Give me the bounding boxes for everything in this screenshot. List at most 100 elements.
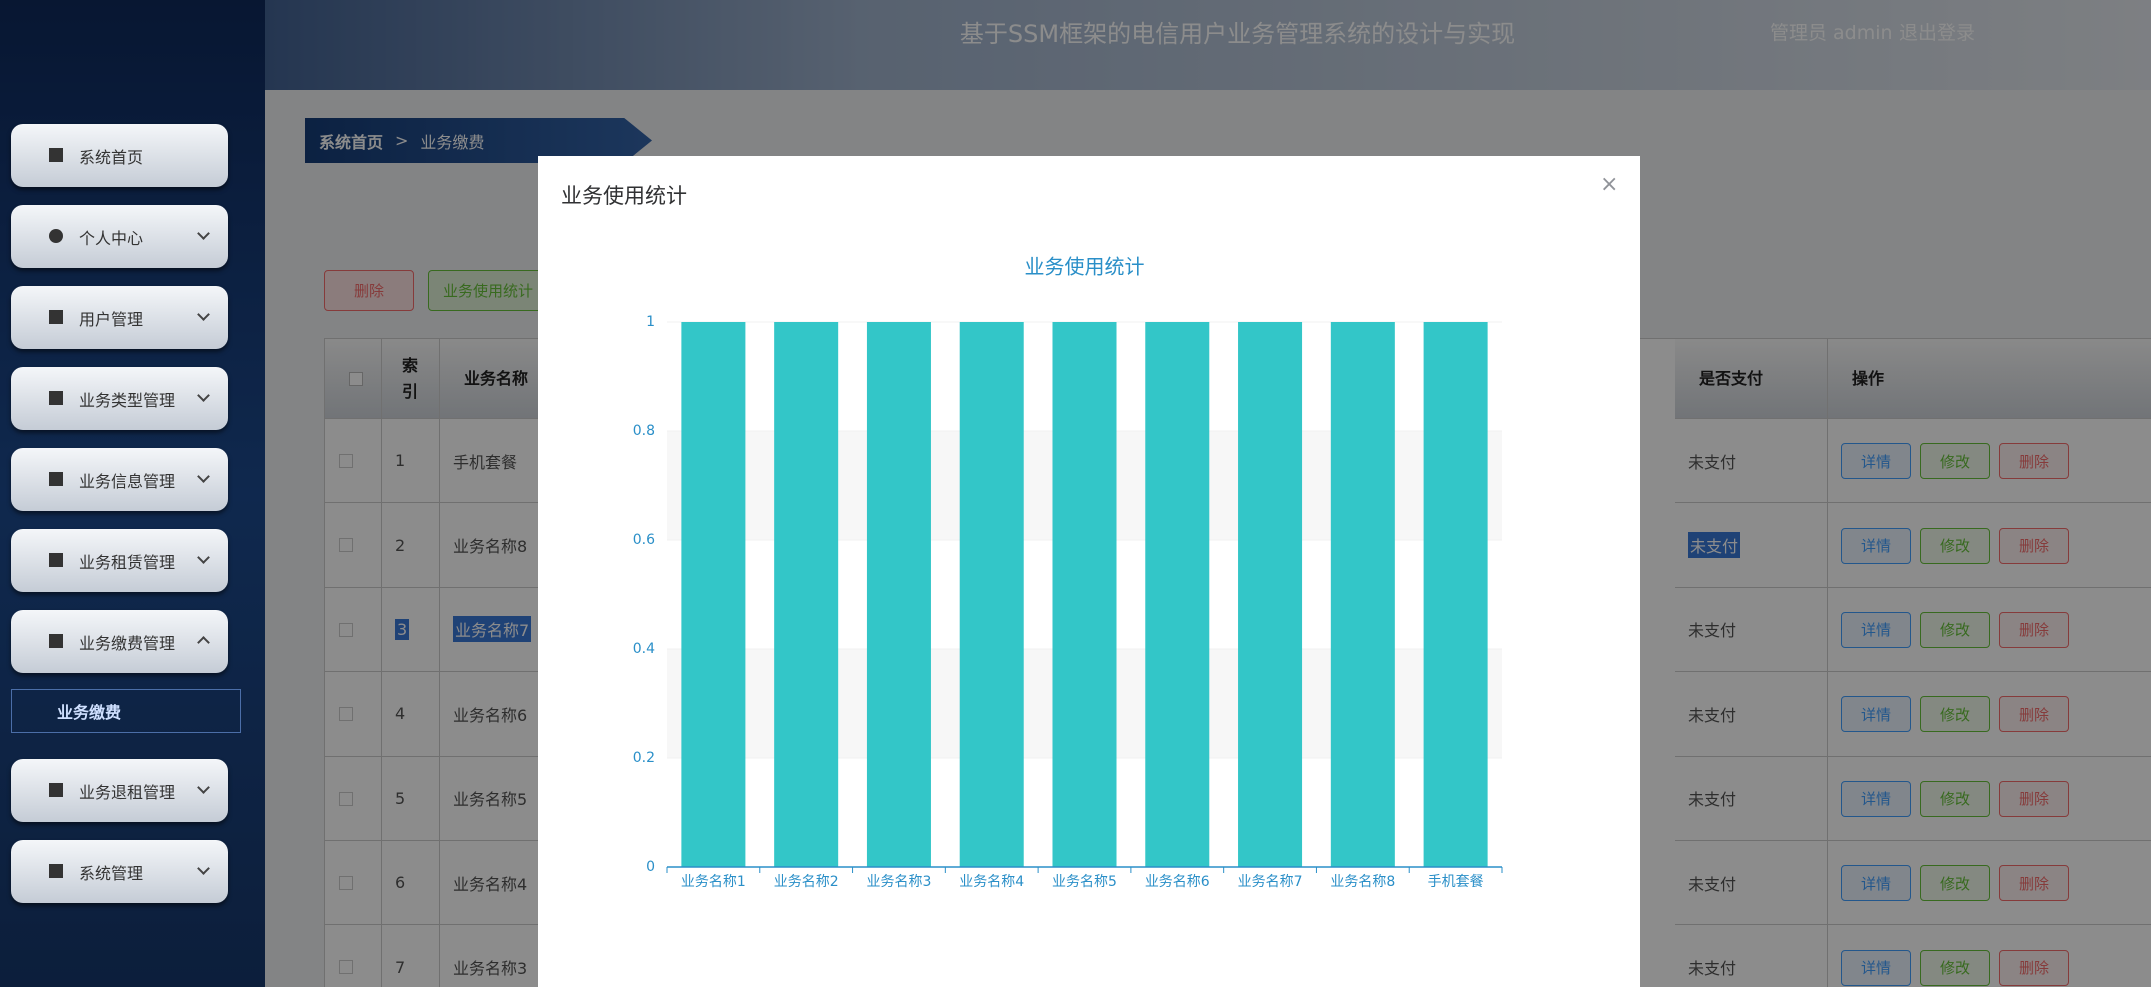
table-cell [325, 841, 382, 926]
checkbox[interactable] [339, 876, 353, 890]
chart-title: 业务使用统计 [1025, 255, 1145, 279]
row-action-button[interactable]: 详情 [1841, 865, 1911, 902]
table-cell: 7 [382, 925, 440, 987]
row-action-button[interactable]: 删除 [1999, 696, 2069, 733]
row-action-button[interactable]: 修改 [1920, 443, 1990, 480]
row-action-button[interactable]: 修改 [1920, 949, 1990, 986]
checkbox[interactable] [339, 707, 353, 722]
menu-arrow [197, 227, 210, 240]
row-action-button[interactable]: 删除 [1999, 443, 2069, 480]
header-cell: 操作 [1828, 339, 2151, 419]
row-action-button[interactable]: 删除 [1999, 527, 2069, 564]
header-bar [0, 0, 2151, 90]
table-cell: 详情 修改 删除 [1828, 841, 2151, 926]
table-cell: 详情 修改 删除 [1828, 925, 2151, 987]
cell-text: 4 [395, 704, 406, 724]
x-tick-label: 业务名称1 [681, 874, 746, 890]
y-tick-label: 0 [646, 859, 655, 875]
delete-button[interactable]: 删除 [324, 270, 414, 311]
table-cell: 5 [382, 756, 440, 841]
table-cell [325, 419, 382, 504]
user-name: 管理员 admin [1770, 22, 1893, 44]
row-action-button[interactable]: 详情 [1841, 443, 1911, 480]
table-cell: 2 [382, 503, 440, 588]
menu-item[interactable]: 业务信息管理 [11, 448, 228, 511]
checkbox[interactable] [339, 960, 353, 975]
cell-text: 业务名称6 [453, 705, 528, 725]
table-cell: 详情 修改 删除 [1828, 757, 2151, 841]
header-cell: 索引 [382, 339, 440, 419]
menu-item[interactable]: 业务缴费管理 [11, 610, 228, 673]
checkbox[interactable] [349, 372, 363, 386]
table-cell: 未支付 [1675, 419, 1828, 504]
chart: 业务使用统计 0 0.2 0.4 0.6 0.8 1 业务名称1 业务名称2 业务名称3 业务名称4… [633, 255, 1503, 890]
cell-text: 业务名称4 [453, 874, 528, 894]
cell-text: 业务名称3 [453, 959, 528, 979]
table-cell: 详情 修改 删除 [1828, 588, 2151, 673]
menu-icon [49, 229, 63, 243]
checkbox[interactable] [339, 538, 353, 553]
app-title: 基于SSM框架的电信用户业务管理系统的设计与实现 [959, 20, 1516, 48]
row-action-button[interactable]: 修改 [1920, 527, 1990, 564]
menu-arrow [197, 862, 210, 875]
cell-text: 未支付 [1688, 705, 1737, 725]
menu-arrow [197, 308, 210, 321]
menu-icon [49, 391, 63, 405]
menu-item[interactable]: 用户管理 [11, 286, 228, 349]
x-tick-label: 业务名称7 [1238, 874, 1303, 890]
row-action-button[interactable]: 删除 [1999, 611, 2069, 648]
table-cell [325, 672, 382, 757]
checkbox[interactable] [339, 622, 353, 637]
table-cell [325, 756, 382, 841]
checkbox[interactable] [339, 791, 353, 806]
table-cell: 未支付 [1675, 503, 1828, 588]
menu-item[interactable]: 业务退租管理 [11, 759, 228, 822]
table-cell: 未支付 [1675, 672, 1828, 757]
menu-arrow [197, 551, 210, 564]
menu-item[interactable]: 系统管理 [11, 840, 228, 903]
logout-link[interactable]: 退出登录 [1899, 22, 1976, 44]
y-tick-label: 0.2 [633, 750, 655, 766]
cell-text: 5 [395, 788, 406, 808]
row-action-button[interactable]: 详情 [1841, 611, 1911, 648]
menu-item[interactable]: 业务类型管理 [11, 367, 228, 430]
menu-item[interactable]: 系统首页 [11, 124, 228, 187]
bar [1052, 322, 1117, 867]
cell-text: 未支付 [1688, 532, 1741, 559]
x-tick-label: 业务名称3 [866, 874, 931, 890]
row-action-button[interactable]: 详情 [1841, 696, 1911, 733]
table-cell: 1 [382, 419, 440, 504]
row-action-button[interactable]: 删除 [1999, 780, 2069, 817]
menu-icon [49, 783, 63, 797]
bar [774, 322, 839, 867]
table-cell: 6 [382, 841, 440, 926]
row-action-button[interactable]: 修改 [1920, 780, 1990, 817]
menu-arrow [197, 389, 210, 402]
cell-text: 未支付 [1688, 452, 1737, 472]
row-action-button[interactable]: 详情 [1841, 780, 1911, 817]
menu-icon [49, 553, 63, 567]
modal-close[interactable]: × [1600, 172, 1619, 197]
menu-item[interactable]: 业务租赁管理 [11, 529, 228, 592]
submenu-item[interactable]: 业务缴费 [11, 689, 241, 733]
row-action-button[interactable]: 修改 [1920, 611, 1990, 648]
checkbox[interactable] [339, 454, 353, 468]
cell-text: 1 [395, 451, 406, 471]
menu-item[interactable]: 个人中心 [11, 205, 228, 268]
breadcrumb-home[interactable]: 系统首页 [319, 132, 384, 152]
table-cell: 未支付 [1675, 925, 1828, 987]
breadcrumb: 系统首页 > 业务缴费 [305, 118, 652, 163]
row-action-button[interactable]: 删除 [1999, 949, 2069, 986]
row-action-button[interactable]: 修改 [1920, 696, 1990, 733]
row-action-button[interactable]: 详情 [1841, 527, 1911, 564]
row-action-button[interactable]: 修改 [1920, 865, 1990, 902]
row-action-button[interactable]: 删除 [1999, 865, 2069, 902]
modal: 业务使用统计 × 业务使用统计 0 0.2 0.4 0.6 0.8 1 业务名称1 业务名称2 业… [538, 156, 1640, 987]
breadcrumb-current: 业务缴费 [420, 132, 485, 152]
bar [959, 322, 1024, 867]
x-tick-label: 业务名称6 [1145, 874, 1210, 890]
row-action-button[interactable]: 详情 [1841, 949, 1911, 986]
cell-text: 业务名称5 [453, 790, 528, 810]
menu-arrow [197, 636, 210, 649]
